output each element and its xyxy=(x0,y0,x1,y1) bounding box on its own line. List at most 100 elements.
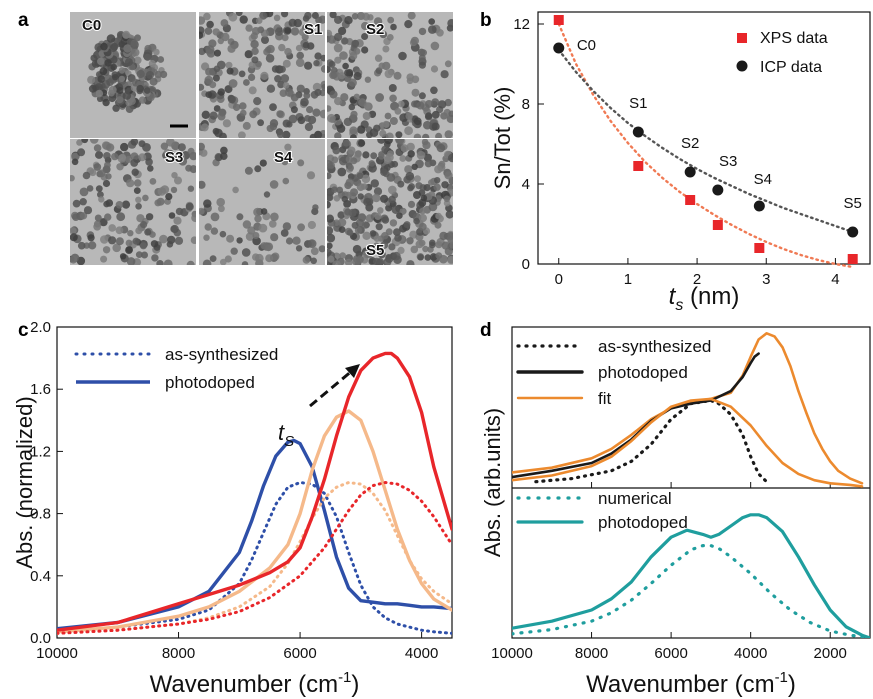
particle-texture xyxy=(199,12,325,138)
sample-annotation: S1 xyxy=(629,95,647,112)
fit-curve-0 xyxy=(557,22,854,269)
particle-texture xyxy=(87,30,168,113)
icp-point xyxy=(847,226,859,238)
series-group xyxy=(57,351,452,635)
bottom-legend: numerical photodoped xyxy=(516,489,688,532)
spectrum-line-2 xyxy=(57,481,452,635)
legend-label-bottom-1: photodoped xyxy=(598,513,688,532)
micrograph-panel: C0 S1 S2 S3 S4 S5 xyxy=(70,12,453,265)
micrograph-label: S3 xyxy=(165,149,183,166)
y-tick-label: 1.2 xyxy=(30,443,51,460)
x-tick-label: 0 xyxy=(555,271,563,288)
x-axis-label: Wavenumber (cm-1) xyxy=(150,669,360,698)
micrograph-label: S1 xyxy=(304,21,322,38)
micrograph-label: S4 xyxy=(274,149,293,166)
spectrum-line-3 xyxy=(57,409,452,634)
icp-point xyxy=(684,166,696,178)
y-tick-label: 8 xyxy=(522,96,530,113)
series-group xyxy=(512,332,870,638)
legend-marker-icp xyxy=(736,60,748,72)
panel-letter-c: c xyxy=(18,320,29,341)
x-axis-label: Wavenumber (cm-1) xyxy=(586,669,796,698)
sample-annotation: S3 xyxy=(719,153,737,170)
legend-label-xps: XPS data xyxy=(760,30,828,47)
x-tick-label: 3 xyxy=(762,271,770,288)
legend-label-bottom-0: numerical xyxy=(598,489,672,508)
x-tick-label: 8000 xyxy=(575,645,608,662)
spectrum-line-1 xyxy=(57,438,452,631)
legend-label-icp: ICP data xyxy=(760,59,822,76)
top-spectrum-line-1 xyxy=(512,332,864,485)
panel-letter-d: d xyxy=(480,320,492,341)
xps-point xyxy=(553,15,564,25)
xps-point xyxy=(633,161,644,171)
x-tick-label: 10000 xyxy=(491,645,533,662)
y-tick-label: 0.8 xyxy=(30,506,51,523)
y-tick-label: 0.4 xyxy=(30,568,51,585)
top-spectrum-line-0 xyxy=(534,398,769,484)
x-tick-label: 4000 xyxy=(734,645,767,662)
normalized-absorbance-chart: 10000 8000 6000 4000 0.0 0.4 0.8 1.2 1.6 2.0 Waven… xyxy=(12,319,453,698)
model-absorbance-chart: 10000 8000 6000 4000 2000 Wavenumber (cm-1) Ab… xyxy=(480,326,871,698)
particle-texture xyxy=(70,139,196,265)
xps-point xyxy=(754,243,765,253)
y-axis-label: Abs. (normalized) xyxy=(12,396,37,568)
legend-label-0: as-synthesized xyxy=(598,337,711,356)
bottom-spectrum-line-0 xyxy=(512,544,870,638)
y-tick-label: 12 xyxy=(513,16,530,33)
x-tick-label: 4000 xyxy=(405,645,438,662)
x-tick-label: 2000 xyxy=(814,645,847,662)
plot-frame xyxy=(537,11,871,265)
micrograph-label: S5 xyxy=(366,242,384,259)
particle-texture xyxy=(327,12,453,138)
y-axis-label: Sn/Tot (%) xyxy=(490,87,515,190)
y-tick-label: 0.0 xyxy=(30,630,51,647)
legend-label-as-synthesized: as-synthesized xyxy=(165,345,278,364)
sample-annotation: S2 xyxy=(681,135,699,152)
spectrum-line-0 xyxy=(57,481,452,635)
sample-annotation: S4 xyxy=(754,171,772,188)
arrow-label: tS xyxy=(278,420,294,450)
legend-label-2: fit xyxy=(598,389,612,408)
x-tick-label: 6000 xyxy=(654,645,687,662)
fit-curve-1 xyxy=(557,48,854,234)
top-spectrum-line-2 xyxy=(512,352,760,479)
legend-marker-xps xyxy=(737,33,747,43)
panel-letter-b: b xyxy=(480,10,492,31)
panel-letter-a: a xyxy=(18,10,29,31)
icp-point xyxy=(712,184,724,196)
xps-point xyxy=(685,195,696,205)
plot-frame xyxy=(56,326,453,639)
icp-point xyxy=(553,42,565,54)
spectrum-line-4 xyxy=(57,481,452,635)
x-tick-label: 1 xyxy=(624,271,632,288)
y-tick-label: 1.6 xyxy=(30,381,51,398)
sample-annotation: S5 xyxy=(844,195,862,212)
trend-arrow-head xyxy=(345,364,360,378)
y-axis-label: Abs. (arb.units) xyxy=(480,408,505,557)
x-axis-label: ts (nm) xyxy=(669,283,740,314)
sample-annotation: C0 xyxy=(577,37,596,54)
icp-point xyxy=(632,126,644,138)
icp-point xyxy=(753,200,765,212)
trend-arrow-shaft xyxy=(309,368,354,408)
legend: XPS data ICP data xyxy=(736,30,828,76)
x-tick-label: 2 xyxy=(693,271,701,288)
y-tick-label: 2.0 xyxy=(30,319,51,336)
xps-point xyxy=(712,220,723,230)
x-tick-label: 4 xyxy=(831,271,839,288)
spectrum-line-5 xyxy=(57,351,452,632)
xps-point xyxy=(847,254,858,264)
x-tick-label: 8000 xyxy=(162,645,195,662)
top-spectrum-line-3 xyxy=(512,397,864,488)
micrograph-label: S2 xyxy=(366,21,384,38)
micrograph-label: C0 xyxy=(82,17,101,34)
legend-label-photodoped: photodoped xyxy=(165,373,255,392)
top-legend: as-synthesized photodoped fit xyxy=(516,337,711,408)
x-tick-label: 10000 xyxy=(36,645,78,662)
x-tick-label: 6000 xyxy=(283,645,316,662)
y-tick-label: 0 xyxy=(522,256,530,273)
legend-label-1: photodoped xyxy=(598,363,688,382)
